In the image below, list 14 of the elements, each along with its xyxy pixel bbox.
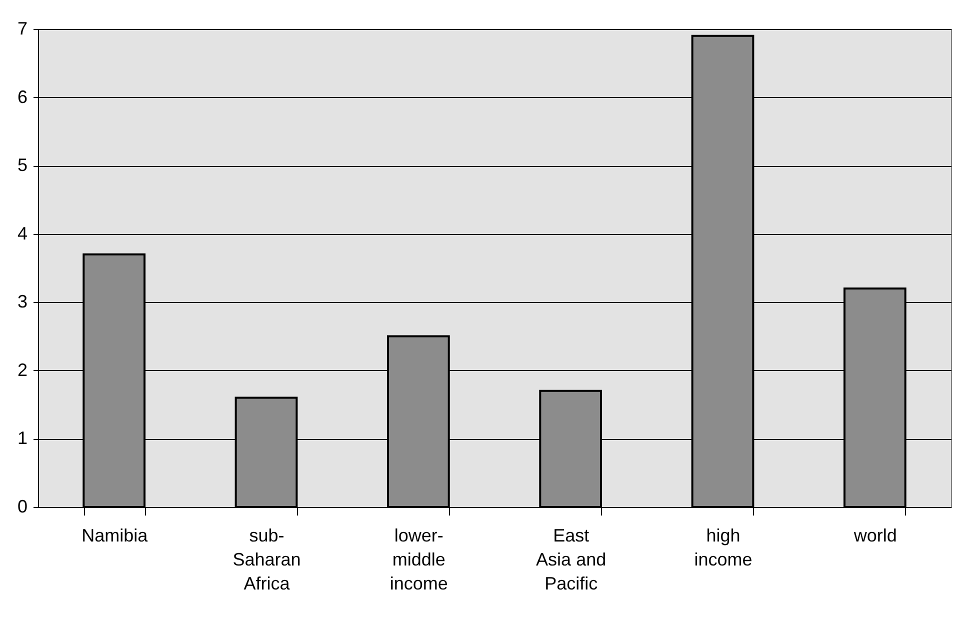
y-tick-label: 1 [17,428,28,448]
y-tick-label: 5 [17,155,28,176]
y-tick-label: 4 [17,223,28,244]
x-tick-label: sub-Saharan Africa [232,526,301,594]
x-tick-label: high income [694,526,752,570]
y-tick-label: 3 [17,292,28,312]
x-tick-label: Namibia [82,526,149,546]
y-tick-label: 6 [17,86,28,107]
x-tick-label: East Asia and Pacific [536,526,606,594]
y-tick-label: 7 [17,18,28,38]
y-tick-label: 0 [17,496,28,516]
x-tick-label: lower-middle income [390,526,448,594]
x-tick-label: world [852,526,897,546]
y-tick-label: 2 [17,360,28,380]
